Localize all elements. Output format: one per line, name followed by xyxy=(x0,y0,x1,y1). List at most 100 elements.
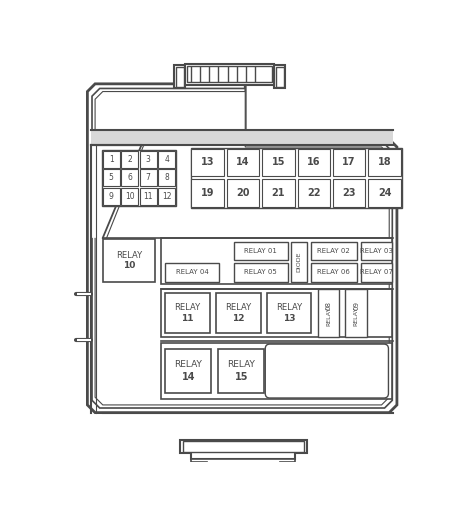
Text: 7: 7 xyxy=(146,173,151,182)
Bar xyxy=(333,148,365,176)
Text: 10: 10 xyxy=(125,192,135,201)
Text: 15: 15 xyxy=(235,372,248,382)
Bar xyxy=(103,239,155,282)
Text: RELAY: RELAY xyxy=(276,304,302,312)
Text: 10: 10 xyxy=(123,262,135,270)
Bar xyxy=(165,263,219,282)
Bar xyxy=(267,293,311,333)
Bar xyxy=(216,293,261,333)
Text: 14: 14 xyxy=(182,372,195,382)
Text: RELAY 07: RELAY 07 xyxy=(360,269,392,276)
Text: RELAY: RELAY xyxy=(116,251,142,260)
Bar xyxy=(121,151,138,168)
Bar xyxy=(180,440,307,454)
Text: 13: 13 xyxy=(283,314,295,323)
Bar xyxy=(174,65,185,88)
Bar xyxy=(234,263,288,282)
Text: DIODE: DIODE xyxy=(297,252,301,272)
Bar xyxy=(158,169,175,186)
Bar xyxy=(270,349,387,393)
Bar xyxy=(158,188,175,204)
Text: 6: 6 xyxy=(128,173,132,182)
Text: 08: 08 xyxy=(325,301,331,310)
Bar xyxy=(310,263,357,282)
Bar xyxy=(140,188,157,204)
Bar xyxy=(318,290,339,337)
Text: RELAY 01: RELAY 01 xyxy=(244,248,277,254)
Polygon shape xyxy=(92,88,392,408)
Bar xyxy=(176,67,183,87)
Text: RELAY: RELAY xyxy=(225,304,251,312)
Text: 4: 4 xyxy=(164,155,169,164)
Bar xyxy=(165,293,210,333)
Bar xyxy=(191,148,401,208)
Bar xyxy=(276,67,284,87)
Text: RELAY 03: RELAY 03 xyxy=(360,248,392,254)
Bar xyxy=(103,151,120,168)
FancyBboxPatch shape xyxy=(265,344,389,398)
Text: 18: 18 xyxy=(378,157,392,168)
Text: 1: 1 xyxy=(109,155,114,164)
Bar xyxy=(183,441,304,452)
Bar xyxy=(185,64,274,86)
Text: RELAY 06: RELAY 06 xyxy=(318,269,350,276)
Bar xyxy=(227,180,259,207)
Bar xyxy=(191,148,224,176)
Text: 17: 17 xyxy=(342,157,356,168)
Bar xyxy=(103,188,120,204)
Bar xyxy=(161,238,392,284)
Bar xyxy=(368,180,401,207)
Text: 9: 9 xyxy=(109,192,114,201)
Text: 20: 20 xyxy=(236,188,250,198)
Text: 24: 24 xyxy=(378,188,392,198)
Text: 22: 22 xyxy=(307,188,320,198)
Bar xyxy=(361,263,392,282)
Text: 11: 11 xyxy=(181,314,194,323)
Text: RELAY 02: RELAY 02 xyxy=(318,248,350,254)
Text: 8: 8 xyxy=(164,173,169,182)
Text: 19: 19 xyxy=(201,188,214,198)
Bar xyxy=(140,151,157,168)
Bar xyxy=(121,169,138,186)
Text: 15: 15 xyxy=(272,157,285,168)
Polygon shape xyxy=(87,84,397,413)
Bar xyxy=(368,148,401,176)
Text: 16: 16 xyxy=(307,157,320,168)
Text: 14: 14 xyxy=(236,157,250,168)
Bar xyxy=(361,242,392,260)
Text: 12: 12 xyxy=(232,314,245,323)
Bar xyxy=(333,180,365,207)
Bar xyxy=(165,349,211,393)
Bar xyxy=(158,151,175,168)
Bar xyxy=(274,65,285,88)
Text: RELAY: RELAY xyxy=(354,307,359,326)
Bar xyxy=(346,290,367,337)
Polygon shape xyxy=(191,459,295,464)
Bar xyxy=(191,180,224,207)
Polygon shape xyxy=(95,91,389,405)
Bar xyxy=(310,242,357,260)
Text: RELAY: RELAY xyxy=(174,360,202,370)
Text: 3: 3 xyxy=(146,155,151,164)
Bar xyxy=(103,169,120,186)
Text: 13: 13 xyxy=(201,157,214,168)
Text: RELAY 05: RELAY 05 xyxy=(244,269,277,276)
Bar xyxy=(262,148,294,176)
Bar xyxy=(262,180,294,207)
Text: RELAY: RELAY xyxy=(228,360,255,370)
Bar xyxy=(219,349,264,393)
Bar xyxy=(227,148,259,176)
Text: 5: 5 xyxy=(109,173,114,182)
Bar xyxy=(161,344,392,399)
Text: 11: 11 xyxy=(144,192,153,201)
Text: 12: 12 xyxy=(162,192,172,201)
Bar xyxy=(161,290,392,337)
Polygon shape xyxy=(91,145,141,238)
Text: RELAY: RELAY xyxy=(174,304,201,312)
Bar xyxy=(91,130,393,145)
Bar xyxy=(292,242,307,282)
Bar xyxy=(191,451,295,459)
Text: 23: 23 xyxy=(342,188,356,198)
Bar xyxy=(102,150,176,206)
Bar xyxy=(121,188,138,204)
